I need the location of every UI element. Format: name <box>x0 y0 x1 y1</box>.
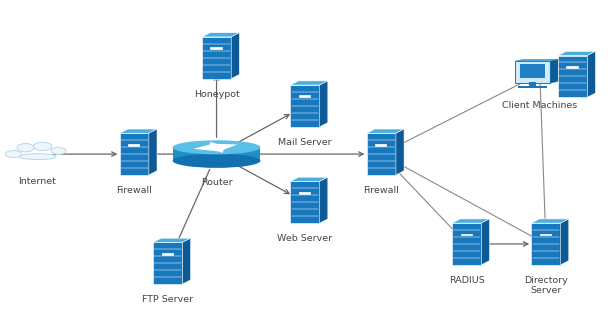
Polygon shape <box>396 129 404 175</box>
Polygon shape <box>367 129 404 133</box>
Text: Mail Server: Mail Server <box>278 138 332 147</box>
Polygon shape <box>550 60 558 83</box>
Bar <box>529 82 536 88</box>
Polygon shape <box>202 37 231 79</box>
Polygon shape <box>213 144 237 151</box>
Polygon shape <box>290 177 328 181</box>
Polygon shape <box>515 60 558 61</box>
Polygon shape <box>452 223 481 265</box>
Ellipse shape <box>173 154 260 168</box>
Bar <box>518 86 547 88</box>
Bar <box>299 192 311 195</box>
Bar <box>515 61 550 83</box>
Polygon shape <box>231 33 239 79</box>
Text: Internet: Internet <box>18 177 56 186</box>
Text: Directory
Server: Directory Server <box>524 276 568 295</box>
Ellipse shape <box>34 142 52 151</box>
Bar <box>162 253 174 256</box>
Bar <box>520 65 545 78</box>
Ellipse shape <box>20 154 56 160</box>
Polygon shape <box>173 147 260 161</box>
Bar <box>375 144 387 147</box>
Polygon shape <box>452 219 489 223</box>
Polygon shape <box>290 181 320 223</box>
Bar <box>128 144 140 147</box>
Polygon shape <box>558 56 587 97</box>
Polygon shape <box>481 219 489 265</box>
Text: Firewall: Firewall <box>364 186 399 195</box>
Polygon shape <box>290 85 320 127</box>
Bar <box>461 234 473 237</box>
Bar <box>540 234 552 237</box>
Bar <box>567 66 579 69</box>
Text: Honeypot: Honeypot <box>193 90 239 99</box>
Ellipse shape <box>51 147 66 154</box>
Polygon shape <box>149 129 157 175</box>
Polygon shape <box>561 219 569 265</box>
Polygon shape <box>193 143 218 152</box>
Text: Firewall: Firewall <box>117 186 152 195</box>
Polygon shape <box>120 129 157 133</box>
Text: RADIUS: RADIUS <box>449 276 484 285</box>
Text: Web Server: Web Server <box>278 234 332 243</box>
Polygon shape <box>153 242 182 284</box>
Polygon shape <box>209 146 224 153</box>
Polygon shape <box>153 238 190 242</box>
Bar <box>299 96 311 99</box>
Polygon shape <box>320 177 328 223</box>
Polygon shape <box>531 219 569 223</box>
Ellipse shape <box>173 140 260 154</box>
Polygon shape <box>531 223 561 265</box>
Ellipse shape <box>17 143 34 152</box>
Polygon shape <box>587 51 595 97</box>
Text: Client Machines: Client Machines <box>502 101 578 110</box>
Polygon shape <box>209 142 224 148</box>
Polygon shape <box>120 133 149 175</box>
Text: FTP Server: FTP Server <box>142 295 193 304</box>
Ellipse shape <box>5 151 21 158</box>
Polygon shape <box>182 238 190 284</box>
Polygon shape <box>558 51 595 56</box>
Polygon shape <box>202 33 239 37</box>
Polygon shape <box>367 133 396 175</box>
Bar <box>210 48 223 50</box>
Text: Router: Router <box>201 178 232 187</box>
Polygon shape <box>320 81 328 127</box>
Polygon shape <box>290 81 328 85</box>
